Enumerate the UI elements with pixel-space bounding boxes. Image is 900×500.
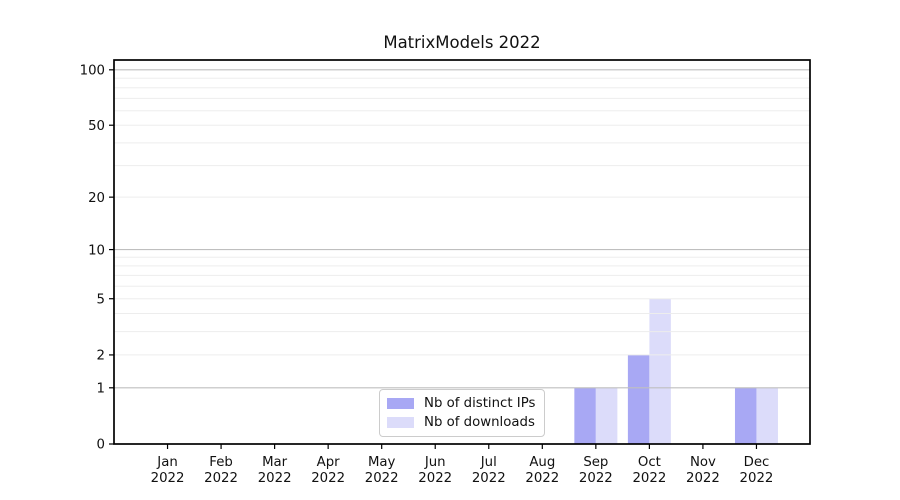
x-tick-label-year: 2022 (525, 471, 559, 486)
x-tick-label-year: 2022 (365, 471, 399, 486)
x-tick-label-month: Jul (480, 455, 497, 470)
legend-swatch-distinct-ips (387, 398, 414, 409)
x-tick-label-month: Oct (638, 455, 661, 470)
legend-label-distinct-ips: Nb of distinct IPs (424, 396, 536, 411)
x-tick-label-year: 2022 (311, 471, 345, 486)
y-tick-label: 5 (97, 292, 105, 307)
chart-legend: Nb of distinct IPs Nb of downloads (379, 389, 546, 437)
x-tick-label-month: Dec (744, 455, 770, 470)
x-tick-label-year: 2022 (686, 471, 720, 486)
x-tick-label-month: Nov (690, 455, 716, 470)
x-tick-label-year: 2022 (632, 471, 666, 486)
y-tick-label: 10 (88, 243, 105, 258)
y-tick-label: 20 (88, 191, 105, 206)
x-tick-label-month: Jan (156, 455, 178, 470)
legend-entry-downloads: Nb of downloads (387, 415, 535, 430)
x-tick-label-month: Jun (424, 455, 446, 470)
x-tick-label-month: Apr (317, 455, 341, 470)
x-tick-label-year: 2022 (740, 471, 774, 486)
chart-title: MatrixModels 2022 (383, 33, 541, 52)
x-tick-label-year: 2022 (151, 471, 185, 486)
legend-entry-distinct-ips: Nb of distinct IPs (387, 396, 535, 411)
bar-series1-dec (756, 387, 778, 444)
x-tick-label-year: 2022 (579, 471, 613, 486)
y-tick-label: 1 (97, 382, 105, 397)
legend-swatch-downloads (387, 417, 414, 428)
bar-series0-oct (627, 354, 650, 444)
x-tick-label-year: 2022 (472, 471, 506, 486)
x-tick-label-year: 2022 (204, 471, 238, 486)
x-tick-label-month: Feb (209, 455, 233, 470)
x-tick-label-year: 2022 (418, 471, 452, 486)
x-tick-label-month: May (368, 455, 396, 470)
x-tick-label-month: Mar (262, 455, 288, 470)
x-tick-label-month: Sep (583, 455, 608, 470)
x-tick-label-year: 2022 (258, 471, 292, 486)
plot-spines (113, 59, 811, 445)
legend-label-downloads: Nb of downloads (424, 415, 535, 430)
bar-series1-oct (649, 298, 671, 444)
y-tick-label: 50 (88, 119, 105, 134)
bar-series0-sep (574, 387, 596, 444)
bar-series0-dec (734, 387, 757, 444)
y-tick-label: 100 (80, 64, 105, 79)
y-tick-label: 0 (97, 438, 105, 453)
y-tick-label: 2 (97, 349, 105, 364)
x-tick-label-month: Aug (529, 455, 555, 470)
bar-series1-sep (595, 387, 618, 444)
